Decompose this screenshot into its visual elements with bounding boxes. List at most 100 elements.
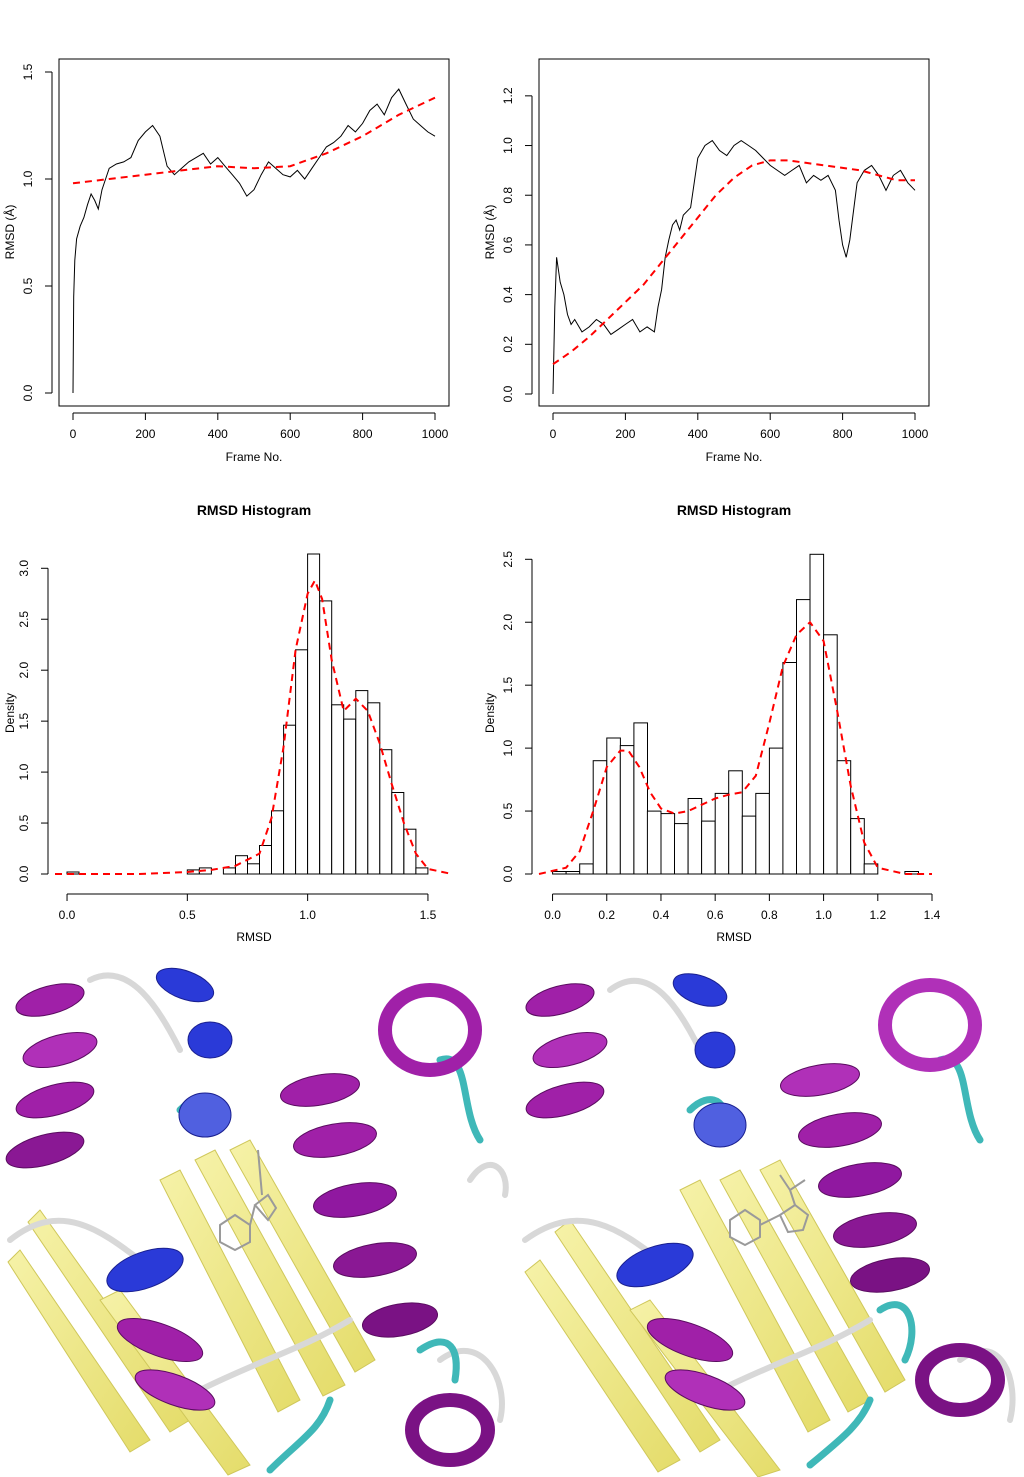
x-tick-label: 800 <box>833 427 853 441</box>
histogram-bar <box>836 760 852 875</box>
x-axis-label: RMSD <box>716 930 752 944</box>
plot-marks <box>55 553 453 875</box>
chart-panel-top-right: 0 200 400 600 800 1000 0.00.20.40.60.81.01.2 … <box>482 58 930 464</box>
histogram-bar <box>714 792 730 875</box>
histogram-bar <box>295 649 309 875</box>
x-tick-label: 0.4 <box>653 908 670 922</box>
x-tick-label: 200 <box>615 427 635 441</box>
helix-310 <box>616 973 747 1288</box>
chart-panel-mid-right: 0.0 0.2 0.4 0.6 0.8 1.0 1.2 1.4 0.0 0.5 1.0 1.5 2.0… <box>483 502 941 944</box>
ligand <box>729 1174 810 1247</box>
plot-marks <box>552 139 916 395</box>
x-tick-label: 1.4 <box>924 908 941 922</box>
y-tick-label: 0.0 <box>501 865 515 882</box>
histogram-bar <box>222 867 236 875</box>
x-tick-label: 0.5 <box>179 908 196 922</box>
x-tick-label: 600 <box>280 427 300 441</box>
y-axis-label: RMSD (Å) <box>482 205 497 260</box>
histogram-bar <box>619 745 635 875</box>
histogram-bar <box>674 823 689 875</box>
density-curve <box>538 620 932 875</box>
histogram-bar <box>552 871 567 875</box>
trend-line <box>72 96 436 185</box>
y-tick-label: 1.5 <box>501 677 515 694</box>
histogram-bar <box>592 760 608 875</box>
histogram-bar <box>247 863 260 875</box>
x-tick-label: 0.6 <box>707 908 724 922</box>
x-tick-label: 800 <box>353 427 373 441</box>
plot-frame <box>58 58 450 407</box>
plot-marks <box>538 553 932 875</box>
y-tick-label: 2.5 <box>17 611 31 628</box>
density-curve <box>55 578 453 875</box>
y-tick-label: 1.5 <box>17 712 31 729</box>
histogram-bar <box>259 845 272 875</box>
y-tick-label: 0.5 <box>21 277 35 294</box>
trend-line <box>552 159 915 366</box>
x-tick-label: 200 <box>135 427 155 441</box>
x-tick-label: 1000 <box>422 427 449 441</box>
x-tick-label: 0.0 <box>544 908 561 922</box>
x-tick-label: 1.2 <box>869 908 886 922</box>
x-tick-label: 0 <box>70 427 77 441</box>
x-tick-label: 0.8 <box>761 908 778 922</box>
y-axis-label: Density <box>483 693 497 733</box>
y-axis-label: RMSD (Å) <box>2 205 17 260</box>
histogram-bar <box>809 553 825 875</box>
histogram-bar <box>741 815 757 875</box>
chart-title: RMSD Histogram <box>197 502 311 518</box>
histogram-bar <box>728 770 743 875</box>
y-axis: 0.0 0.5 1.0 1.5 2.0 2.5 3.0 <box>17 560 49 882</box>
histogram-bar <box>319 600 333 875</box>
alpha-helix <box>525 978 1005 1417</box>
histogram-bar <box>863 863 879 875</box>
y-tick-label: 0.0 <box>21 384 35 401</box>
x-axis-label: Frame No. <box>226 450 283 464</box>
y-tick-label: 2.0 <box>501 614 515 631</box>
y-tick-label: 1.0 <box>501 137 515 154</box>
y-tick-label: 1.0 <box>21 170 35 187</box>
ligand <box>219 1149 278 1252</box>
helix-310 <box>106 967 233 1293</box>
histogram-bar <box>271 810 284 875</box>
y-tick-label: 1.0 <box>501 739 515 756</box>
x-tick-label: 1.5 <box>420 908 437 922</box>
histogram-bar <box>646 810 662 875</box>
histogram-bar <box>415 867 429 875</box>
x-axis: 0.0 0.2 0.4 0.6 0.8 1.0 1.2 1.4 <box>544 893 941 922</box>
y-tick-label: 1.0 <box>17 763 31 780</box>
y-tick-label: 0.8 <box>501 187 515 204</box>
plot-frame <box>538 58 930 407</box>
x-axis: 0.0 0.5 1.0 1.5 <box>59 893 437 922</box>
x-tick-label: 400 <box>688 427 708 441</box>
y-tick-label: 0.5 <box>17 814 31 831</box>
histogram-bar <box>796 599 811 875</box>
x-tick-label: 1.0 <box>299 908 316 922</box>
y-tick-label: 0.6 <box>501 236 515 253</box>
y-tick-label: 1.5 <box>21 63 35 80</box>
histogram-bar <box>355 690 369 875</box>
histogram-bar <box>633 722 649 875</box>
x-tick-label: 1.0 <box>815 908 832 922</box>
alpha-helix <box>5 983 495 1467</box>
y-axis: 0.0 0.5 1.0 1.5 2.0 2.5 <box>501 551 533 882</box>
y-tick-label: 0.0 <box>17 865 31 882</box>
x-tick-label: 600 <box>760 427 780 441</box>
protein-structure-left <box>5 967 509 1476</box>
histogram-bar <box>283 724 297 875</box>
x-axis-label: Frame No. <box>706 450 763 464</box>
chart-title: RMSD Histogram <box>677 502 791 518</box>
histogram-bar <box>701 820 716 875</box>
y-tick-label: 0.2 <box>501 336 515 353</box>
y-tick-label: 2.5 <box>501 551 515 568</box>
x-tick-label: 0.0 <box>59 908 76 922</box>
y-tick-label: 1.2 <box>501 87 515 104</box>
x-tick-label: 0.2 <box>598 908 615 922</box>
rmsd-series-line <box>72 88 436 394</box>
histogram-bar <box>331 704 345 875</box>
protein-structure-right <box>522 973 1016 1477</box>
histogram-bar <box>565 871 581 875</box>
histogram-bar <box>660 813 676 875</box>
y-tick-label: 3.0 <box>17 560 31 577</box>
